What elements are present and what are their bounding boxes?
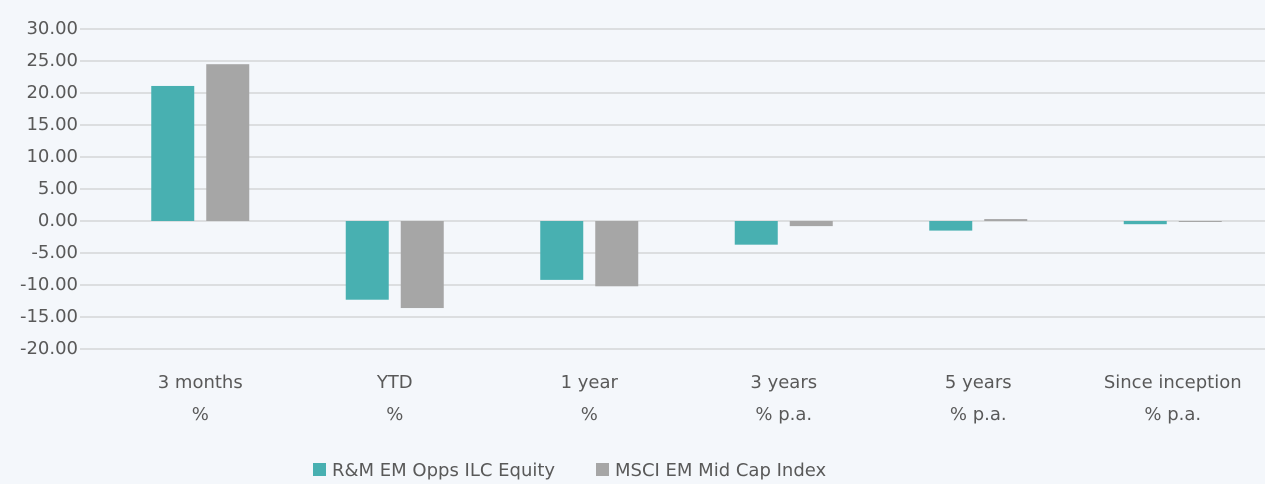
x-tick-label: 3 months (158, 372, 243, 393)
x-tick-label: % (581, 404, 598, 425)
x-tick-label: % p.a. (950, 404, 1007, 425)
y-tick-label: -10.00 (20, 274, 78, 295)
y-tick-label: -5.00 (31, 242, 78, 263)
bar (789, 221, 833, 227)
bar (984, 219, 1028, 221)
y-tick-label: 10.00 (26, 146, 78, 167)
bar (929, 221, 973, 231)
x-tick-label: 1 year (561, 372, 619, 393)
x-tick-label: 3 years (750, 372, 817, 393)
bar (400, 221, 444, 309)
x-tick-label: % (386, 404, 403, 425)
y-tick-label: 0.00 (38, 210, 78, 231)
bar (151, 85, 195, 222)
x-tick-label: 5 years (945, 372, 1012, 393)
legend-swatch (596, 463, 609, 476)
x-tick-label: % p.a. (755, 404, 812, 425)
x-tick-label: % (192, 404, 209, 425)
y-tick-label: 20.00 (26, 82, 78, 103)
y-tick-label: 5.00 (38, 178, 78, 199)
x-tick-label: Since inception (1104, 372, 1242, 393)
x-tick-label: YTD (376, 372, 413, 393)
bar (734, 221, 778, 245)
bar (540, 221, 584, 280)
bar (1178, 221, 1222, 222)
bar (345, 221, 389, 300)
bar (1123, 221, 1167, 225)
bar (206, 64, 250, 221)
y-tick-label: -20.00 (20, 338, 78, 359)
y-tick-label: 25.00 (26, 50, 78, 71)
bar (595, 221, 639, 287)
y-tick-label: -15.00 (20, 306, 78, 327)
legend-label: MSCI EM Mid Cap Index (615, 460, 827, 481)
legend-swatch (313, 463, 326, 476)
y-tick-label: 15.00 (26, 114, 78, 135)
legend-label: R&M EM Opps ILC Equity (332, 460, 555, 481)
x-tick-label: % p.a. (1144, 404, 1201, 425)
y-tick-label: 30.00 (26, 18, 78, 39)
